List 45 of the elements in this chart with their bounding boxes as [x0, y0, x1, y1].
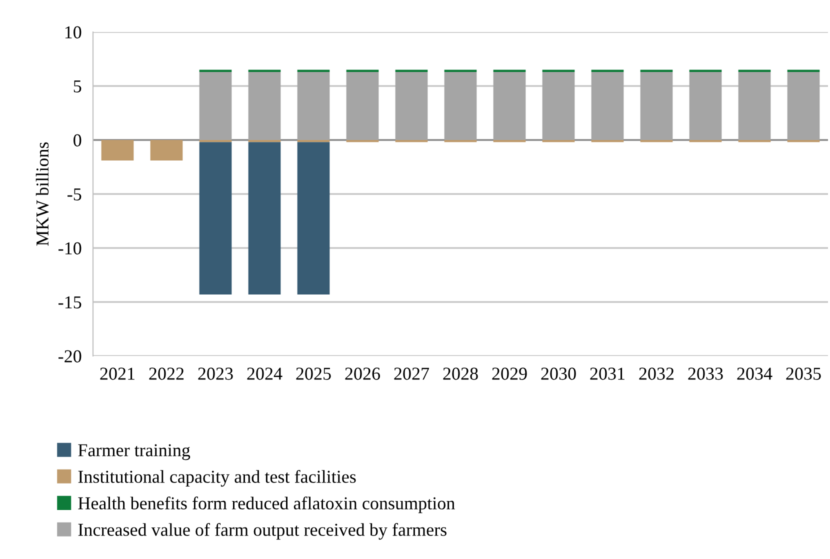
y-tick-label: -10: [58, 242, 82, 254]
x-tick-label: 2034: [737, 368, 772, 380]
y-tick-label: 0: [74, 134, 82, 146]
legend-label: Health benefits form reduced aflatoxin consumption: [78, 496, 455, 514]
x-tick-label: 2031: [590, 368, 624, 380]
y-tick-label: -20: [58, 350, 82, 362]
bar: [248, 72, 281, 140]
bar: [297, 72, 330, 140]
bar: [101, 140, 134, 161]
bar: [640, 72, 673, 140]
x-tick-label: 2026: [345, 368, 380, 380]
x-tick-label: 2035: [786, 368, 821, 380]
x-tick-label: 2023: [198, 368, 233, 380]
x-tick-label: 2032: [639, 368, 674, 380]
bar: [444, 72, 477, 140]
bar: [738, 72, 771, 140]
x-tick-label: 2027: [394, 368, 430, 380]
x-tick-label: 2022: [149, 368, 184, 380]
bar: [248, 142, 281, 294]
y-tick-label: 10: [65, 26, 82, 38]
x-tick-label: 2025: [296, 368, 331, 380]
y-tick-label: 5: [74, 80, 82, 92]
bar: [689, 72, 722, 140]
x-tick-label: 2030: [541, 368, 576, 380]
bar: [199, 72, 232, 140]
x-tick-label: 2028: [443, 368, 478, 380]
bar: [199, 142, 232, 294]
bar: [395, 72, 428, 140]
y-tick-label: -5: [68, 188, 82, 200]
bar: [346, 72, 379, 140]
bar: [150, 140, 183, 161]
y-axis-title: MKW billions: [36, 142, 49, 246]
bar: [591, 72, 624, 140]
x-tick-label: 2024: [247, 368, 282, 380]
bar: [493, 72, 526, 140]
x-tick-label: 2029: [492, 368, 527, 380]
x-tick-label: 2021: [100, 368, 134, 380]
bar: [542, 72, 575, 140]
y-tick-label: -15: [58, 296, 82, 308]
x-tick-label: 2033: [688, 368, 723, 380]
legend-label: Farmer training: [78, 444, 190, 460]
bar: [787, 72, 820, 140]
legend-label: Institutional capacity and test facilities: [78, 470, 356, 487]
bar: [297, 142, 330, 294]
legend-label: Increased value of farm output received by farmers: [78, 523, 446, 540]
